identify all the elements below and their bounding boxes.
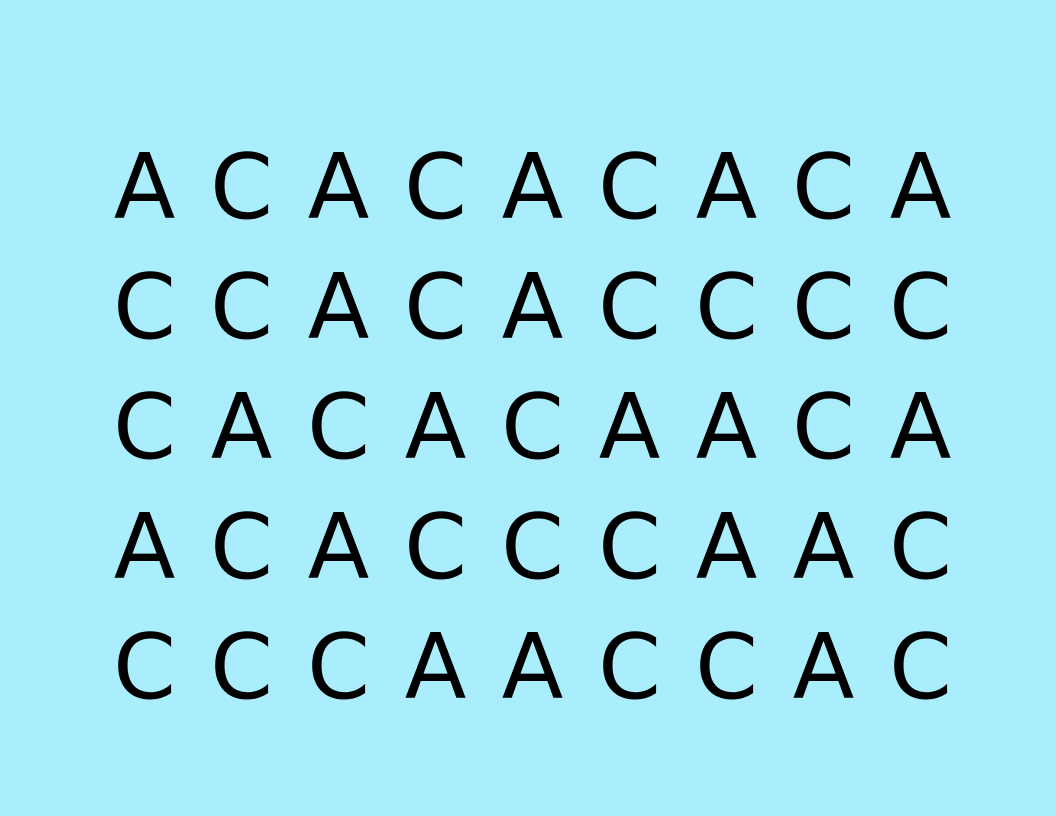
letter-cell: C (598, 495, 661, 600)
letter-cell: A (695, 135, 758, 240)
letter-cell: A (792, 495, 855, 600)
letter-cell: A (695, 375, 758, 480)
letter-cell: C (598, 255, 661, 360)
letter-cell: C (404, 135, 467, 240)
letter-cell: C (404, 495, 467, 600)
letter-cell: A (695, 495, 758, 600)
letter-cell: C (598, 615, 661, 720)
letter-cell: C (792, 375, 855, 480)
letter-cell: C (210, 615, 273, 720)
letter-cell: A (598, 375, 661, 480)
letter-cell: C (792, 135, 855, 240)
letter-cell: C (113, 615, 176, 720)
letter-cell: A (113, 135, 176, 240)
letter-cell: C (598, 135, 661, 240)
letter-cell: C (695, 255, 758, 360)
letter-cell: C (307, 375, 370, 480)
letter-cell: A (307, 135, 370, 240)
letter-cell: A (307, 495, 370, 600)
letter-cell: C (210, 495, 273, 600)
letter-cell: C (501, 495, 564, 600)
letter-cell: A (404, 375, 467, 480)
letter-cell: A (501, 255, 564, 360)
letter-cell: C (889, 495, 952, 600)
letter-cell: C (210, 135, 273, 240)
letter-cell: C (210, 255, 273, 360)
letter-cell: A (501, 135, 564, 240)
letter-cell: A (307, 255, 370, 360)
letter-cell: A (404, 615, 467, 720)
letter-cell: A (501, 615, 564, 720)
letter-cell: C (113, 255, 176, 360)
letter-cell: C (695, 615, 758, 720)
letter-cell: C (889, 255, 952, 360)
letter-cell: C (889, 615, 952, 720)
letter-cell: A (210, 375, 273, 480)
letter-cell: A (889, 375, 952, 480)
letter-cell: A (792, 615, 855, 720)
letter-cell: C (113, 375, 176, 480)
letter-cell: C (307, 615, 370, 720)
letter-cell: C (404, 255, 467, 360)
letter-cell: A (889, 135, 952, 240)
letter-cell: C (792, 255, 855, 360)
letter-cell: C (501, 375, 564, 480)
letter-cell: A (113, 495, 176, 600)
